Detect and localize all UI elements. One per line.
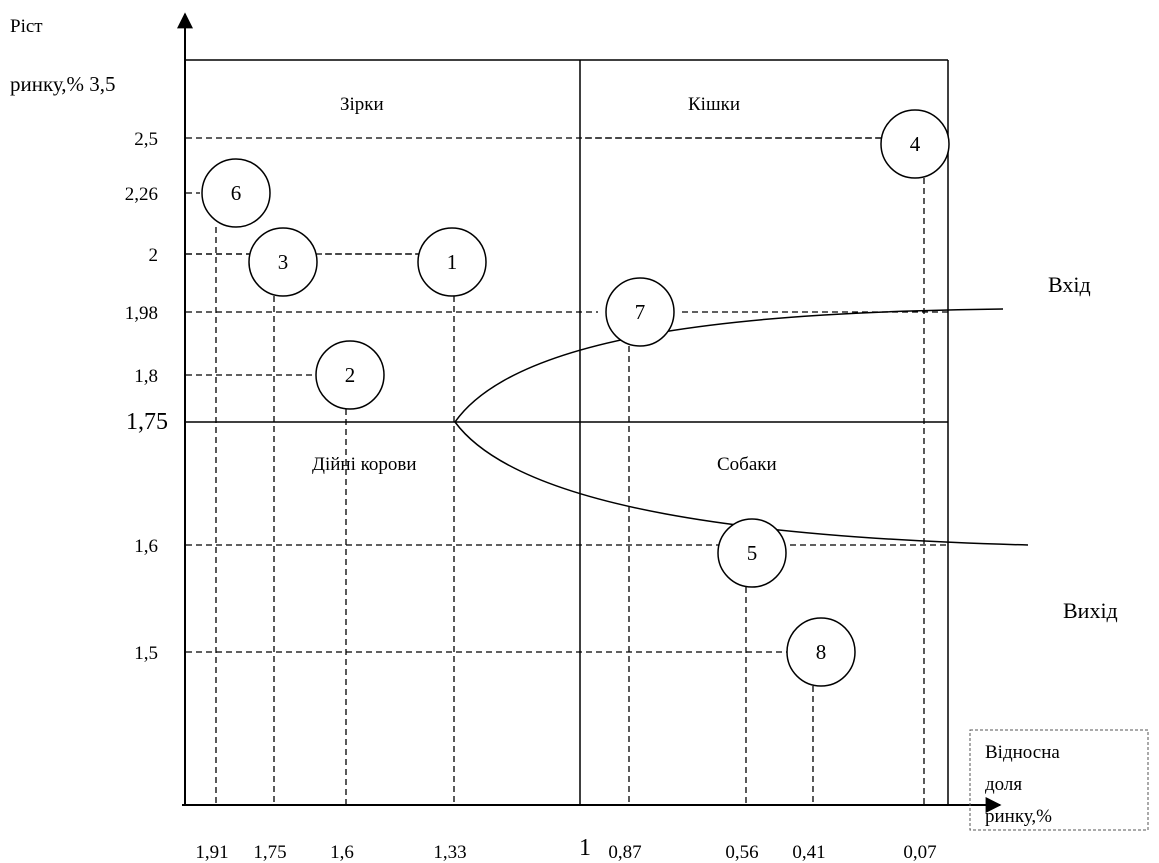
x-tick-label: 1,6	[330, 842, 354, 863]
bubble-label-6: 6	[231, 181, 242, 205]
dashed-guides	[186, 137, 948, 805]
bubble-6	[201, 158, 271, 228]
x-tick-label: 1,33	[433, 842, 466, 863]
bubble-8	[786, 617, 856, 687]
y-axis-title-line2: ринку,% 3,5	[10, 72, 116, 96]
bubble-3	[248, 227, 318, 297]
bubble-label-7: 7	[635, 300, 646, 324]
x-tick-label: 0,56	[725, 842, 758, 863]
y-tick-label: 1,75	[126, 409, 168, 435]
y-tick-label: 1,6	[134, 536, 158, 557]
x-tick-label: 1,91	[195, 842, 228, 863]
x-axis-title-line3: ринку,%	[985, 806, 1052, 827]
bubble-7	[605, 277, 675, 347]
y-tick-label: 1,5	[134, 643, 158, 664]
x-tick-label: 1,75	[253, 842, 286, 863]
quadrant-cows-label: Дійні корови	[312, 454, 417, 475]
bubble-5	[717, 518, 787, 588]
bubble-label-5: 5	[747, 541, 758, 565]
bubble-4	[880, 109, 950, 179]
entry-label: Вхід	[1048, 272, 1091, 297]
quadrant-cats-label: Кішки	[688, 94, 740, 115]
y-axis-title-line1: Ріст	[10, 16, 43, 37]
bubble-label-1: 1	[447, 250, 458, 274]
bubble-label-8: 8	[816, 640, 827, 664]
y-tick-label: 2,26	[125, 184, 158, 205]
x-tick-labels: 1,91 1,75 1,6 1,33 1 0,87 0,56 0,41 0,07	[195, 835, 936, 863]
exit-label: Вихід	[1063, 598, 1118, 623]
x-axis-title-box	[969, 729, 1149, 831]
x-axis-title-line2: доля	[985, 774, 1022, 795]
x-tick-label: 0,07	[903, 842, 936, 863]
bubble-1	[417, 227, 487, 297]
bubble-2	[315, 340, 385, 410]
y-tick-labels: 2,5 2,26 2 1,98 1,8 1,75 1,6 1,5	[125, 129, 168, 664]
bubble-label-4: 4	[910, 132, 921, 156]
y-tick-label: 2,5	[134, 129, 158, 150]
entry-exit-curve	[454, 308, 1029, 546]
x-tick-label: 0,41	[792, 842, 825, 863]
x-tick-label: 0,87	[608, 842, 641, 863]
x-tick-label: 1	[579, 835, 591, 861]
y-tick-label: 1,8	[134, 366, 158, 387]
x-axis-title-line1: Відносна	[985, 742, 1060, 763]
bubble-label-2: 2	[345, 363, 356, 387]
quadrant-dogs-label: Собаки	[717, 454, 777, 475]
y-tick-label: 1,98	[125, 303, 158, 324]
bubble-label-3: 3	[278, 250, 289, 274]
bubbles: 1 2 3 4 5 6 7 8	[201, 109, 950, 687]
quadrant-stars-label: Зірки	[340, 94, 384, 115]
y-tick-label: 2	[149, 245, 159, 266]
